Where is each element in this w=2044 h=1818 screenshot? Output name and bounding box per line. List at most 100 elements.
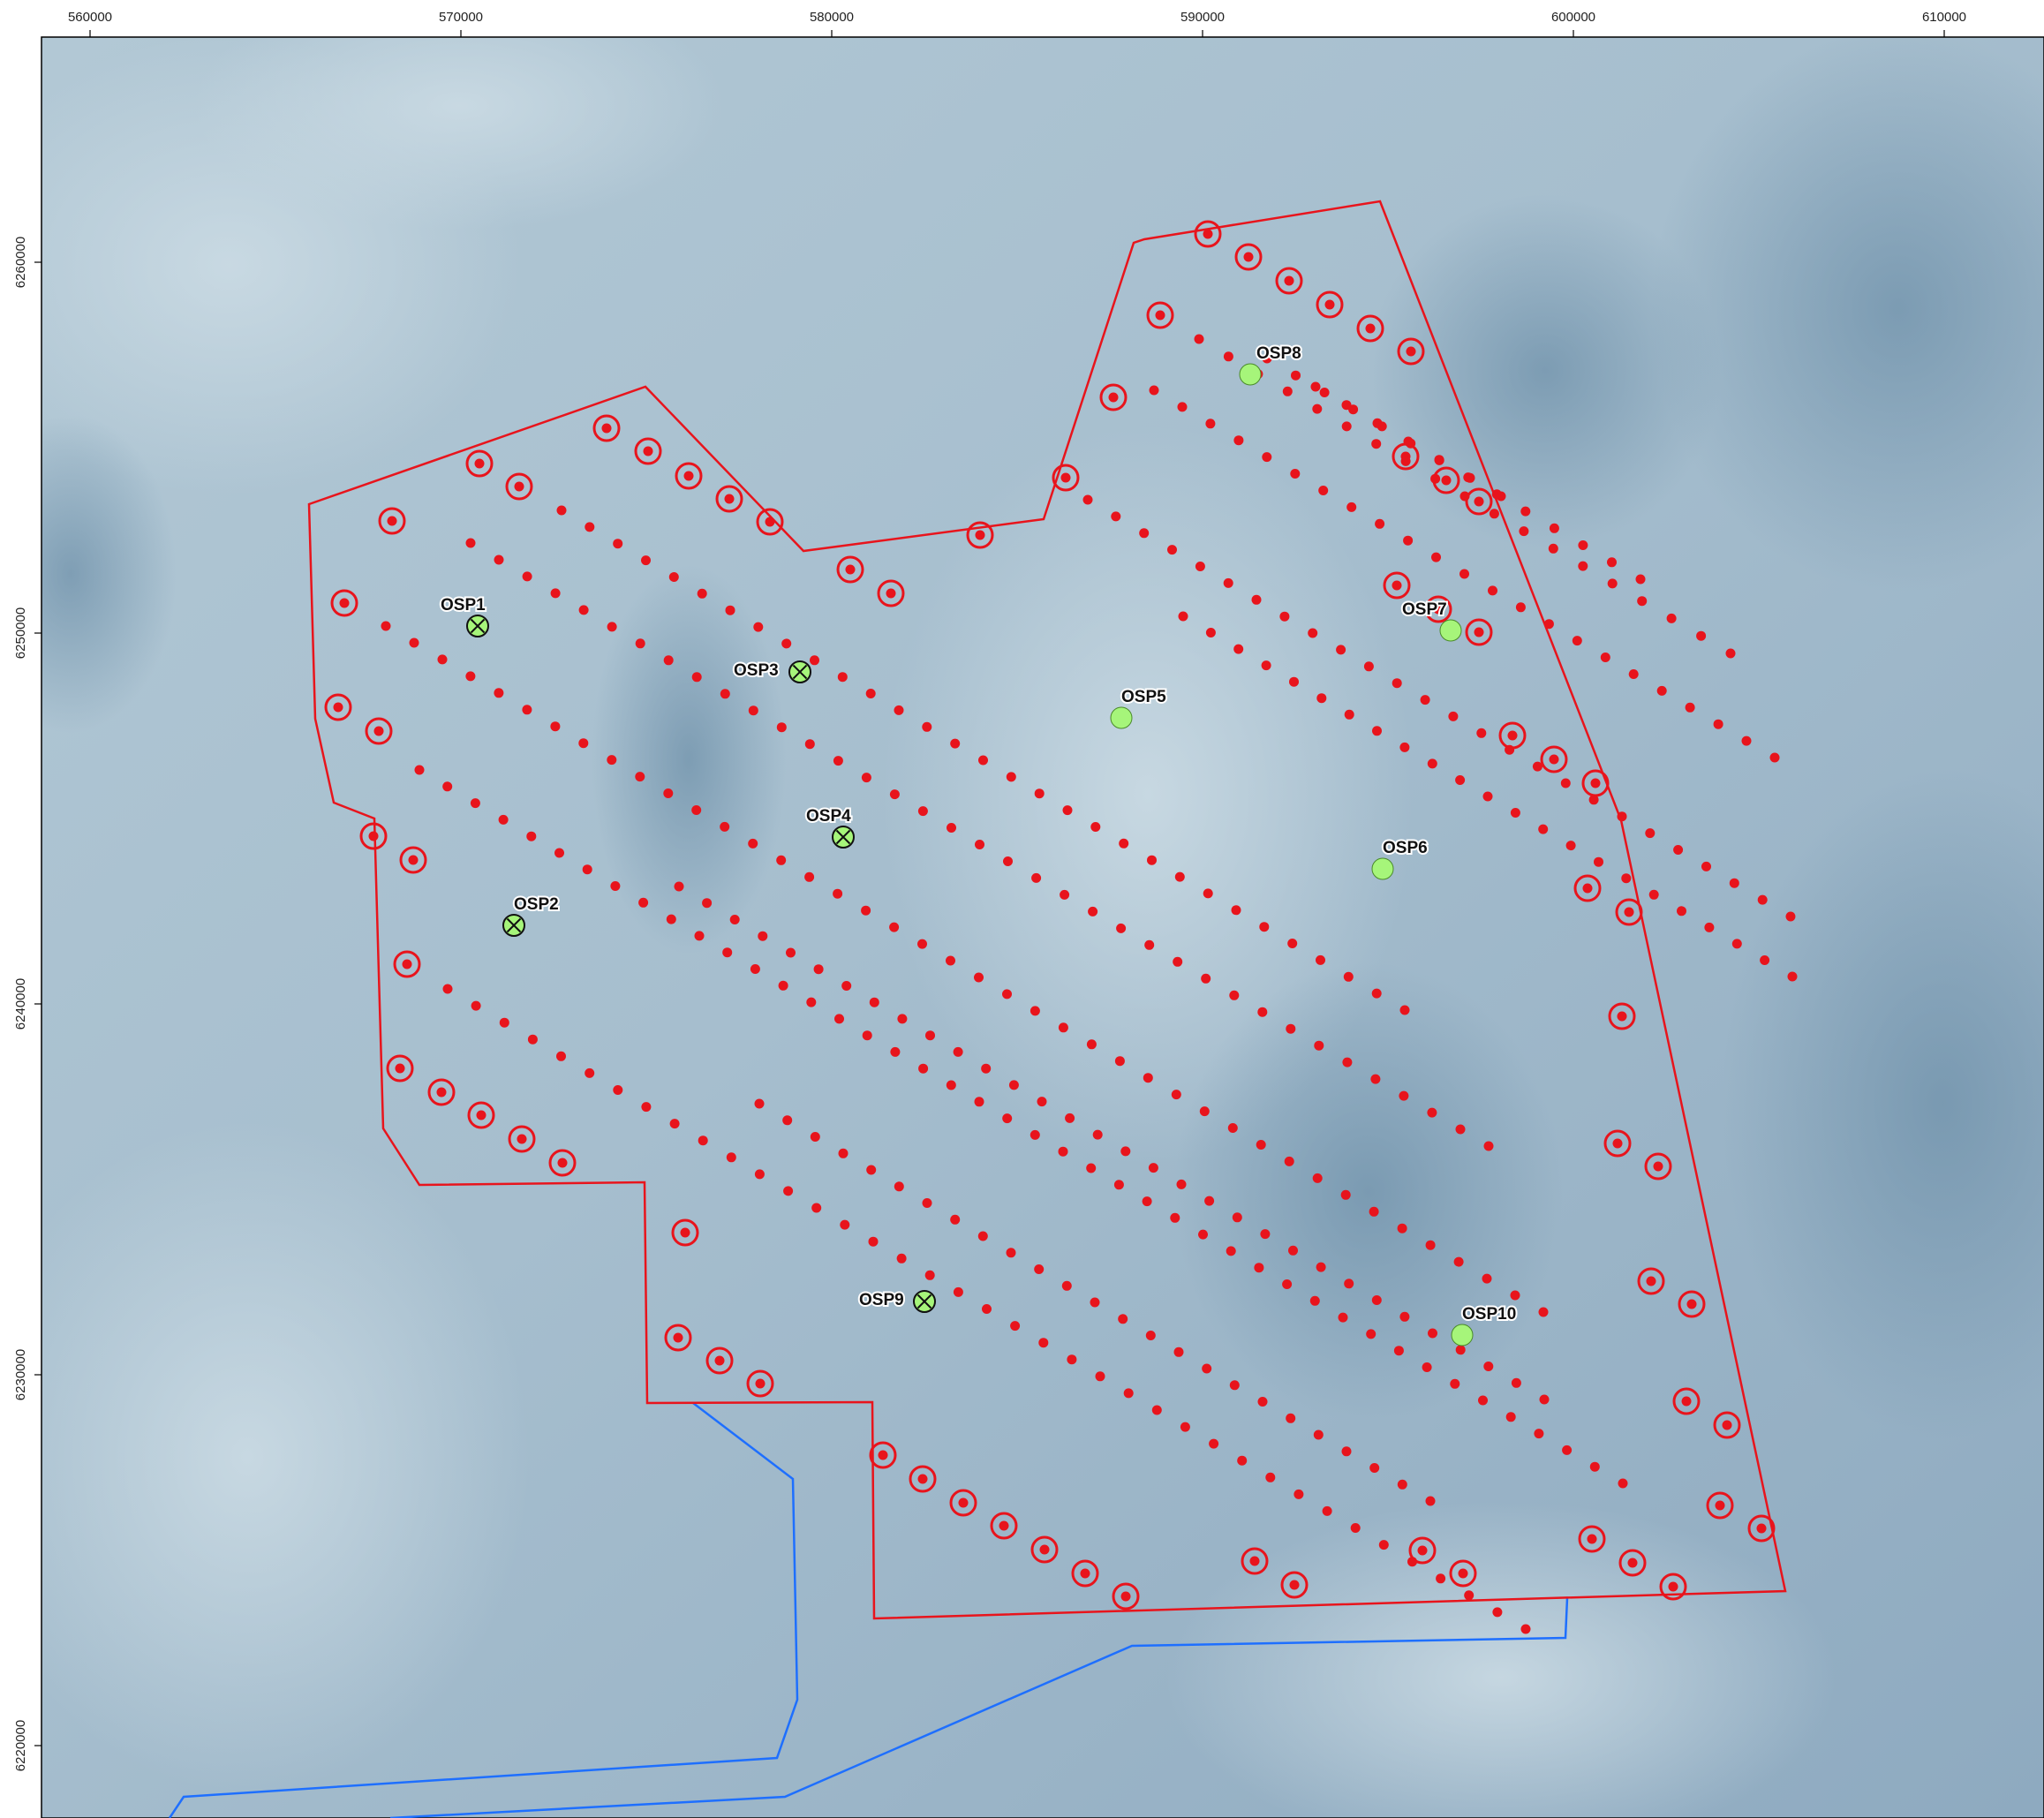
inner-turbine[interactable] (1505, 1412, 1516, 1422)
inner-turbine[interactable] (1259, 922, 1270, 932)
inner-turbine[interactable] (1038, 1338, 1049, 1348)
inner-turbine[interactable] (1600, 653, 1610, 662)
inner-turbine[interactable] (811, 1203, 822, 1213)
inner-turbine[interactable] (1308, 628, 1318, 638)
inner-turbine[interactable] (1223, 351, 1233, 362)
inner-turbine[interactable] (1260, 1229, 1271, 1240)
inner-turbine[interactable] (1539, 1394, 1550, 1405)
inner-turbine[interactable] (1455, 1124, 1466, 1135)
inner-turbine[interactable] (1006, 1248, 1016, 1258)
inner-turbine[interactable] (810, 1132, 820, 1142)
inner-turbine[interactable] (694, 931, 705, 941)
edge-turbine[interactable] (1275, 267, 1303, 295)
inner-turbine[interactable] (1030, 1006, 1040, 1016)
inner-turbine[interactable] (1560, 778, 1571, 788)
inner-turbine[interactable] (437, 654, 448, 665)
inner-turbine[interactable] (953, 1286, 963, 1297)
inner-turbine[interactable] (1147, 855, 1157, 865)
inner-turbine[interactable] (897, 1014, 908, 1024)
inner-turbine[interactable] (1251, 594, 1262, 605)
inner-turbine[interactable] (1342, 1057, 1353, 1067)
inner-turbine[interactable] (750, 964, 760, 974)
edge-turbine[interactable] (1644, 1152, 1672, 1181)
inner-turbine[interactable] (691, 672, 702, 683)
inner-turbine[interactable] (1198, 1229, 1208, 1240)
inner-turbine[interactable] (465, 671, 476, 682)
inner-turbine[interactable] (1704, 922, 1715, 932)
edge-turbine[interactable] (1603, 1129, 1632, 1158)
inner-turbine[interactable] (1393, 1346, 1404, 1356)
inner-turbine[interactable] (638, 897, 649, 908)
edge-turbine[interactable] (1747, 1514, 1776, 1543)
inner-turbine[interactable] (1436, 1573, 1446, 1584)
inner-turbine[interactable] (1430, 473, 1441, 484)
inner-turbine[interactable] (804, 739, 815, 750)
inner-turbine[interactable] (1548, 543, 1558, 554)
inner-turbine[interactable] (1287, 939, 1298, 948)
inner-turbine[interactable] (1289, 676, 1299, 687)
substation-osp2[interactable]: OSP2 (502, 894, 561, 937)
edge-turbine[interactable] (1194, 220, 1222, 248)
inner-turbine[interactable] (498, 814, 509, 825)
inner-turbine[interactable] (833, 756, 843, 766)
inner-turbine[interactable] (978, 755, 988, 766)
inner-turbine[interactable] (1316, 954, 1325, 965)
inner-turbine[interactable] (1496, 491, 1506, 502)
inner-turbine[interactable] (1205, 628, 1216, 637)
inner-turbine[interactable] (950, 1214, 961, 1225)
inner-turbine[interactable] (1572, 636, 1582, 646)
inner-turbine[interactable] (1286, 1413, 1296, 1423)
inner-turbine[interactable] (1731, 939, 1742, 949)
edge-turbine[interactable] (909, 1465, 937, 1493)
inner-turbine[interactable] (702, 898, 713, 909)
inner-turbine[interactable] (1760, 955, 1770, 965)
inner-turbine[interactable] (1176, 1179, 1187, 1189)
inner-turbine[interactable] (810, 655, 819, 666)
edge-turbine[interactable] (1465, 487, 1493, 516)
inner-turbine[interactable] (890, 1046, 901, 1057)
edge-turbine[interactable] (505, 472, 533, 501)
inner-turbine[interactable] (1178, 611, 1188, 622)
edge-turbine[interactable] (359, 822, 388, 850)
edge-turbine[interactable] (386, 1054, 414, 1083)
inner-turbine[interactable] (666, 914, 676, 924)
inner-turbine[interactable] (1148, 1163, 1158, 1173)
inner-turbine[interactable] (522, 571, 532, 582)
inner-turbine[interactable] (1510, 808, 1520, 818)
inner-turbine[interactable] (1392, 678, 1402, 689)
edge-turbine[interactable] (1449, 1559, 1477, 1588)
inner-turbine[interactable] (1459, 491, 1470, 502)
inner-turbine[interactable] (1366, 1329, 1376, 1339)
inner-turbine[interactable] (838, 1148, 849, 1158)
inner-turbine[interactable] (720, 821, 730, 832)
inner-turbine[interactable] (1701, 861, 1711, 871)
inner-turbine[interactable] (1618, 1478, 1628, 1489)
edge-turbine[interactable] (1608, 1002, 1636, 1030)
inner-turbine[interactable] (1120, 1146, 1131, 1157)
inner-turbine[interactable] (1090, 1297, 1100, 1308)
inner-turbine[interactable] (861, 773, 871, 783)
edge-turbine[interactable] (1540, 745, 1568, 773)
inner-turbine[interactable] (1341, 400, 1352, 411)
inner-turbine[interactable] (1037, 1097, 1047, 1107)
inner-turbine[interactable] (1336, 645, 1346, 655)
inner-turbine[interactable] (1420, 695, 1430, 705)
inner-turbine[interactable] (635, 772, 645, 782)
edge-turbine[interactable] (1099, 383, 1128, 411)
inner-turbine[interactable] (1284, 1156, 1294, 1166)
inner-turbine[interactable] (1637, 596, 1648, 607)
inner-turbine[interactable] (1483, 1141, 1494, 1151)
edge-turbine[interactable] (1146, 301, 1174, 329)
inner-turbine[interactable] (1061, 1280, 1072, 1291)
inner-turbine[interactable] (977, 1231, 988, 1241)
inner-turbine[interactable] (869, 997, 879, 1007)
inner-turbine[interactable] (1286, 1023, 1296, 1034)
inner-turbine[interactable] (1346, 502, 1357, 512)
edge-turbine[interactable] (1316, 290, 1344, 319)
inner-turbine[interactable] (1318, 486, 1329, 495)
inner-turbine[interactable] (1229, 990, 1240, 1000)
inner-turbine[interactable] (861, 905, 871, 916)
inner-turbine[interactable] (922, 1198, 932, 1208)
inner-turbine[interactable] (1002, 989, 1012, 1000)
inner-turbine[interactable] (1482, 791, 1493, 802)
